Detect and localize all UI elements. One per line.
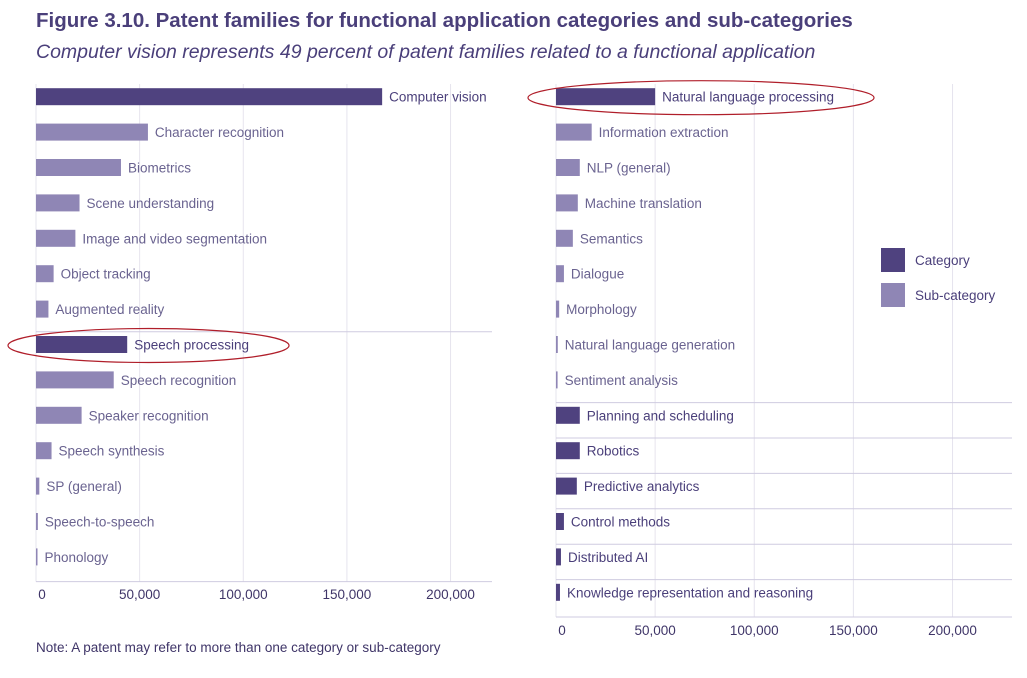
highlight-ellipse [527,80,875,116]
legend: Category Sub-category [881,248,995,318]
x-tick-label: 150,000 [323,587,372,602]
x-tick-label: 50,000 [119,587,160,602]
bar-label-predictive-analytics: Predictive analytics [584,479,700,494]
bar-label-natural-language-generation: Natural language generation [565,338,735,353]
bar-phonology [36,548,38,566]
x-tick-label: 100,000 [730,623,779,638]
bar-planning-and-scheduling [556,406,580,424]
bar-label-speech-to-speech: Speech-to-speech [45,515,155,530]
x-tick-label: 0 [558,623,566,638]
bar-information-extraction [556,123,592,141]
x-tick-label: 100,000 [219,587,268,602]
x-tick-label: 150,000 [829,623,878,638]
bar-label-speech-recognition: Speech recognition [121,373,237,388]
bar-sentiment-analysis [556,371,558,389]
bar-natural-language-processing [556,88,656,106]
bar-biometrics [36,159,121,176]
bar-augmented-reality [36,300,49,318]
bar-label-character-recognition: Character recognition [155,125,284,140]
bar-label-distributed-ai: Distributed AI [568,550,648,565]
bar-speech-processing [36,336,128,353]
bar-label-phonology: Phonology [45,550,109,565]
bar-label-natural-language-processing: Natural language processing [662,90,834,105]
x-tick-label: 0 [38,587,46,602]
legend-swatch-category [881,248,905,272]
bar-object-tracking [36,265,54,283]
bar-label-robotics: Robotics [587,444,640,459]
bar-robotics [556,442,580,460]
bar-label-knowledge-representation-and-reasoning: Knowledge representation and reasoning [567,585,813,600]
bar-speech-recognition [36,371,114,389]
bar-label-dialogue: Dialogue [571,267,624,282]
bar-knowledge-representation-and-reasoning [556,583,560,601]
bar-speech-synthesis [36,442,52,460]
bar-label-speech-processing: Speech processing [134,338,249,353]
bar-label-information-extraction: Information extraction [599,125,729,140]
bar-dialogue [556,265,564,283]
bar-predictive-analytics [556,477,577,495]
legend-label-category: Category [915,252,970,268]
figure-subtitle: Computer vision represents 49 percent of… [36,41,816,63]
legend-item-category: Category [881,248,995,272]
bar-character-recognition [36,123,148,141]
bar-control-methods [556,513,564,530]
bar-label-semantics: Semantics [580,231,643,246]
bar-nlp-general [556,159,580,176]
legend-label-subcategory: Sub-category [915,287,996,303]
bar-label-biometrics: Biometrics [128,161,191,176]
bar-label-sentiment-analysis: Sentiment analysis [565,373,679,388]
bar-label-speech-synthesis: Speech synthesis [59,444,165,459]
bar-morphology [556,300,560,318]
legend-swatch-subcategory [881,283,905,307]
bar-distributed-ai [556,548,561,566]
bar-speaker-recognition [36,406,82,424]
bar-label-computer-vision: Computer vision [389,90,487,105]
highlight-ellipse [7,327,290,364]
x-tick-label: 200,000 [426,587,475,602]
bar-label-nlp-general: NLP (general) [587,161,671,176]
bar-image-and-video-segmentation [36,229,76,247]
bar-semantics [556,229,573,247]
bar-label-object-tracking: Object tracking [61,267,151,282]
bar-computer-vision [36,88,383,106]
bar-machine-translation [556,194,578,212]
x-tick-label: 50,000 [634,623,675,638]
bar-label-speaker-recognition: Speaker recognition [89,408,209,423]
bar-label-machine-translation: Machine translation [585,196,702,211]
bar-label-sp-general: SP (general) [46,479,122,494]
bar-label-scene-understanding: Scene understanding [87,196,215,211]
bar-sp-general [36,477,40,495]
bar-label-augmented-reality: Augmented reality [55,302,164,317]
figure-note: Note: A patent may refer to more than on… [36,640,441,655]
bar-label-image-and-video-segmentation: Image and video segmentation [82,231,267,246]
bar-speech-to-speech [36,513,38,530]
legend-item-subcategory: Sub-category [881,283,995,307]
bar-scene-understanding [36,194,80,212]
x-tick-label: 200,000 [928,623,977,638]
bar-label-control-methods: Control methods [571,515,670,530]
bar-label-morphology: Morphology [566,302,637,317]
figure-title: Figure 3.10. Patent families for functio… [36,9,853,32]
bar-natural-language-generation [556,336,558,353]
bar-label-planning-and-scheduling: Planning and scheduling [587,408,734,423]
